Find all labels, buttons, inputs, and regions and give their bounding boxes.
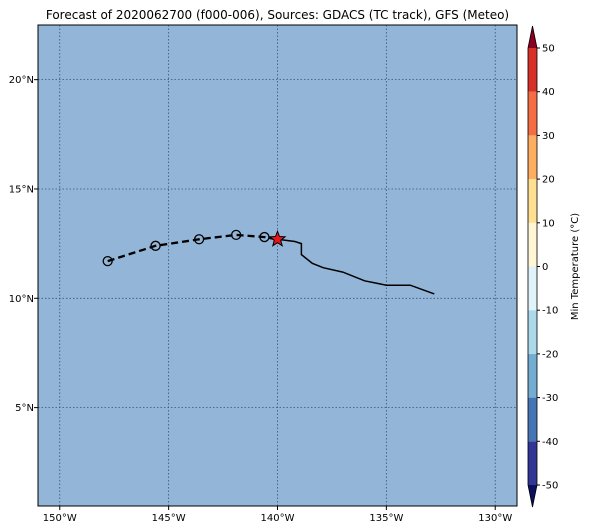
x-tick-label: 145°W: [152, 513, 186, 524]
past-track-line: [277, 238, 435, 295]
map-title: Forecast of 2020062700 (f000-006), Sourc…: [45, 8, 510, 22]
colorbar-bin: [528, 353, 537, 398]
colorbar-label: Min Temperature (°C): [570, 213, 581, 320]
colorbar-tick-label: 0: [542, 262, 548, 273]
forecast-point-marker: [193, 234, 205, 245]
graticule: [38, 25, 517, 506]
colorbar-bin: [528, 441, 537, 485]
x-tick-label: 150°W: [43, 513, 77, 524]
map-panel: 150°W 145°W 140°W 135°W 130°W 5°N 10°N 15°N 20°N: [9, 24, 518, 524]
colorbar-tick-label: 30: [542, 131, 555, 142]
colorbar-tick-label: 10: [542, 218, 555, 229]
current-position-star-icon: [268, 229, 287, 247]
forecast-point-marker: [230, 229, 242, 241]
colorbar-bin: [528, 179, 537, 223]
colorbar-tick-label: -10: [542, 306, 558, 317]
colorbar-bin: [528, 135, 537, 180]
x-tick-label: 140°W: [261, 513, 295, 524]
colorbar-tick-label: 40: [542, 87, 555, 98]
axis-ticks: 150°W 145°W 140°W 135°W 130°W 5°N 10°N 15°N 20°N: [9, 75, 513, 524]
y-tick-label: 5°N: [15, 403, 34, 414]
storm-tracks: [102, 229, 435, 295]
colorbar-extend-min: [528, 485, 537, 507]
y-tick-label: 20°N: [9, 75, 34, 86]
colorbar-extend-max: [528, 26, 537, 48]
forecast-point-marker: [150, 240, 161, 251]
colorbar-tick-label: 20: [542, 175, 555, 186]
colorbar-tick-label: -50: [542, 481, 558, 492]
y-tick-label: 15°N: [9, 184, 34, 195]
colorbar-bin: [528, 91, 537, 136]
forecast-point-marker: [259, 231, 270, 243]
colorbar-bin: [528, 222, 537, 267]
colorbar-tick-label: -40: [542, 437, 558, 448]
x-tick-label: 135°W: [369, 513, 403, 524]
colorbar-tick-label: -30: [542, 393, 558, 404]
colorbar-tick-label: 50: [542, 44, 555, 55]
colorbar-bin: [528, 310, 537, 354]
forecast-track-line: [107, 233, 278, 263]
forecast-point-marker: [102, 255, 113, 267]
colorbar-tick-label: -20: [542, 349, 558, 360]
ocean-background: [38, 25, 517, 506]
colorbar: -50 -40 -30 -20 -10 0 10 20 30 40 50 Min Temperatur…: [527, 25, 581, 508]
colorbar-bin: [528, 48, 537, 92]
x-tick-label: 130°W: [478, 513, 512, 524]
y-tick-label: 10°N: [9, 294, 34, 305]
colorbar-bin: [528, 397, 537, 442]
colorbar-bin: [528, 266, 537, 311]
